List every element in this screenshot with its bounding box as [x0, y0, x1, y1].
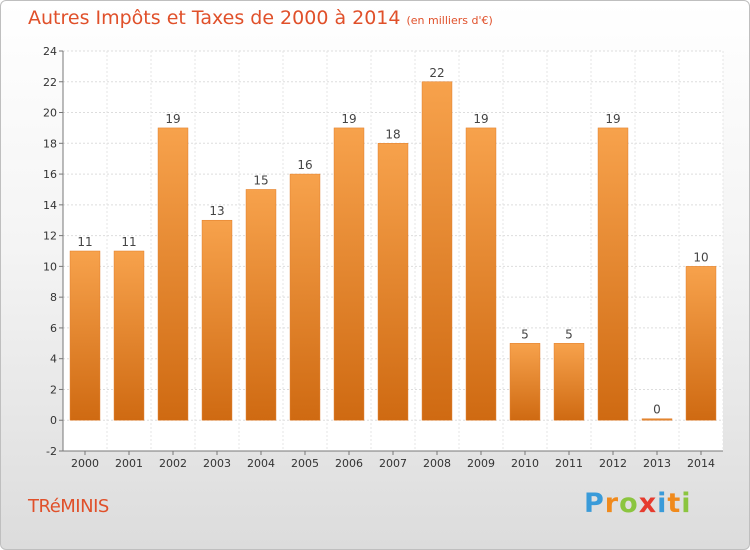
- bar: [245, 189, 277, 421]
- y-tick-label: 22: [43, 76, 57, 89]
- x-tick-label: 2003: [203, 457, 231, 470]
- x-tick-label: 2006: [335, 457, 363, 470]
- bar: [201, 219, 233, 421]
- bar: [377, 143, 409, 421]
- axes: [59, 50, 723, 455]
- bar-value-label: 5: [521, 327, 529, 341]
- logo-letter: t: [667, 488, 682, 519]
- y-tick-label: 6: [50, 322, 57, 335]
- bars: [69, 81, 717, 421]
- logo-letter: i: [657, 488, 668, 519]
- logo-letter: i: [681, 488, 692, 519]
- y-tick-label: 0: [50, 414, 57, 427]
- bar: [685, 266, 717, 421]
- bar-value-label: 5: [565, 327, 573, 341]
- bar-value-label: 19: [473, 112, 488, 126]
- logo-letter: r: [604, 488, 620, 519]
- y-tick-label: 10: [43, 260, 57, 273]
- x-tick-label: 2001: [115, 457, 143, 470]
- logo-letter: P: [584, 488, 605, 519]
- x-tick-label: 2007: [379, 457, 407, 470]
- y-tick-label: 12: [43, 230, 57, 243]
- chart-subtitle: (en milliers d'€): [406, 14, 493, 27]
- proxiti-logo: Proxiti: [584, 488, 692, 519]
- bar-value-label: 22: [429, 66, 444, 80]
- y-tick-label: 14: [43, 199, 57, 212]
- x-tick-label: 2008: [423, 457, 451, 470]
- bar-value-label: 13: [209, 204, 224, 218]
- chart-title: Autres Impôts et Taxes de 2000 à 2014: [28, 7, 401, 29]
- x-tick-label: 2000: [71, 457, 99, 470]
- bar: [69, 250, 101, 421]
- bar-value-label: 19: [605, 112, 620, 126]
- bar-value-label: 15: [253, 173, 268, 187]
- y-tick-label: 4: [50, 353, 57, 366]
- bar: [641, 418, 673, 421]
- y-tick-label: 20: [43, 107, 57, 120]
- y-tick-label: -2: [46, 445, 57, 458]
- commune-name: TRéMINIS: [28, 496, 109, 517]
- bar-value-label: 11: [77, 235, 92, 249]
- bar: [597, 127, 629, 421]
- x-tick-label: 2010: [511, 457, 539, 470]
- bar-value-label: 16: [297, 158, 312, 172]
- bar: [333, 127, 365, 421]
- bar-value-label: 19: [341, 112, 356, 126]
- x-tick-label: 2004: [247, 457, 275, 470]
- bar: [553, 343, 585, 421]
- bar: [289, 173, 321, 421]
- bar-value-label: 0: [653, 403, 661, 417]
- bar-value-label: 18: [385, 127, 400, 141]
- y-tick-label: 2: [50, 383, 57, 396]
- x-tick-label: 2002: [159, 457, 187, 470]
- x-tick-label: 2011: [555, 457, 583, 470]
- bar: [421, 81, 453, 421]
- title-block: Autres Impôts et Taxes de 2000 à 2014 (en…: [28, 7, 493, 29]
- bar-value-label: 11: [121, 235, 136, 249]
- x-tick-label: 2013: [643, 457, 671, 470]
- bar: [465, 127, 497, 421]
- logo-letter: o: [619, 488, 639, 519]
- y-tick-label: 8: [50, 291, 57, 304]
- x-tick-label: 2009: [467, 457, 495, 470]
- y-tick-label: 18: [43, 137, 57, 150]
- bar: [509, 343, 541, 421]
- logo-letter: x: [638, 488, 658, 519]
- bar: [113, 250, 145, 421]
- bar-value-label: 19: [165, 112, 180, 126]
- x-tick-label: 2012: [599, 457, 627, 470]
- y-tick-label: 16: [43, 168, 57, 181]
- bar-value-label: 10: [693, 250, 708, 264]
- x-tick-label: 2014: [687, 457, 715, 470]
- y-tick-label: 24: [43, 45, 57, 58]
- bar: [157, 127, 189, 421]
- x-tick-label: 2005: [291, 457, 319, 470]
- labels: -202468101214161820222411200011200119200…: [43, 45, 715, 470]
